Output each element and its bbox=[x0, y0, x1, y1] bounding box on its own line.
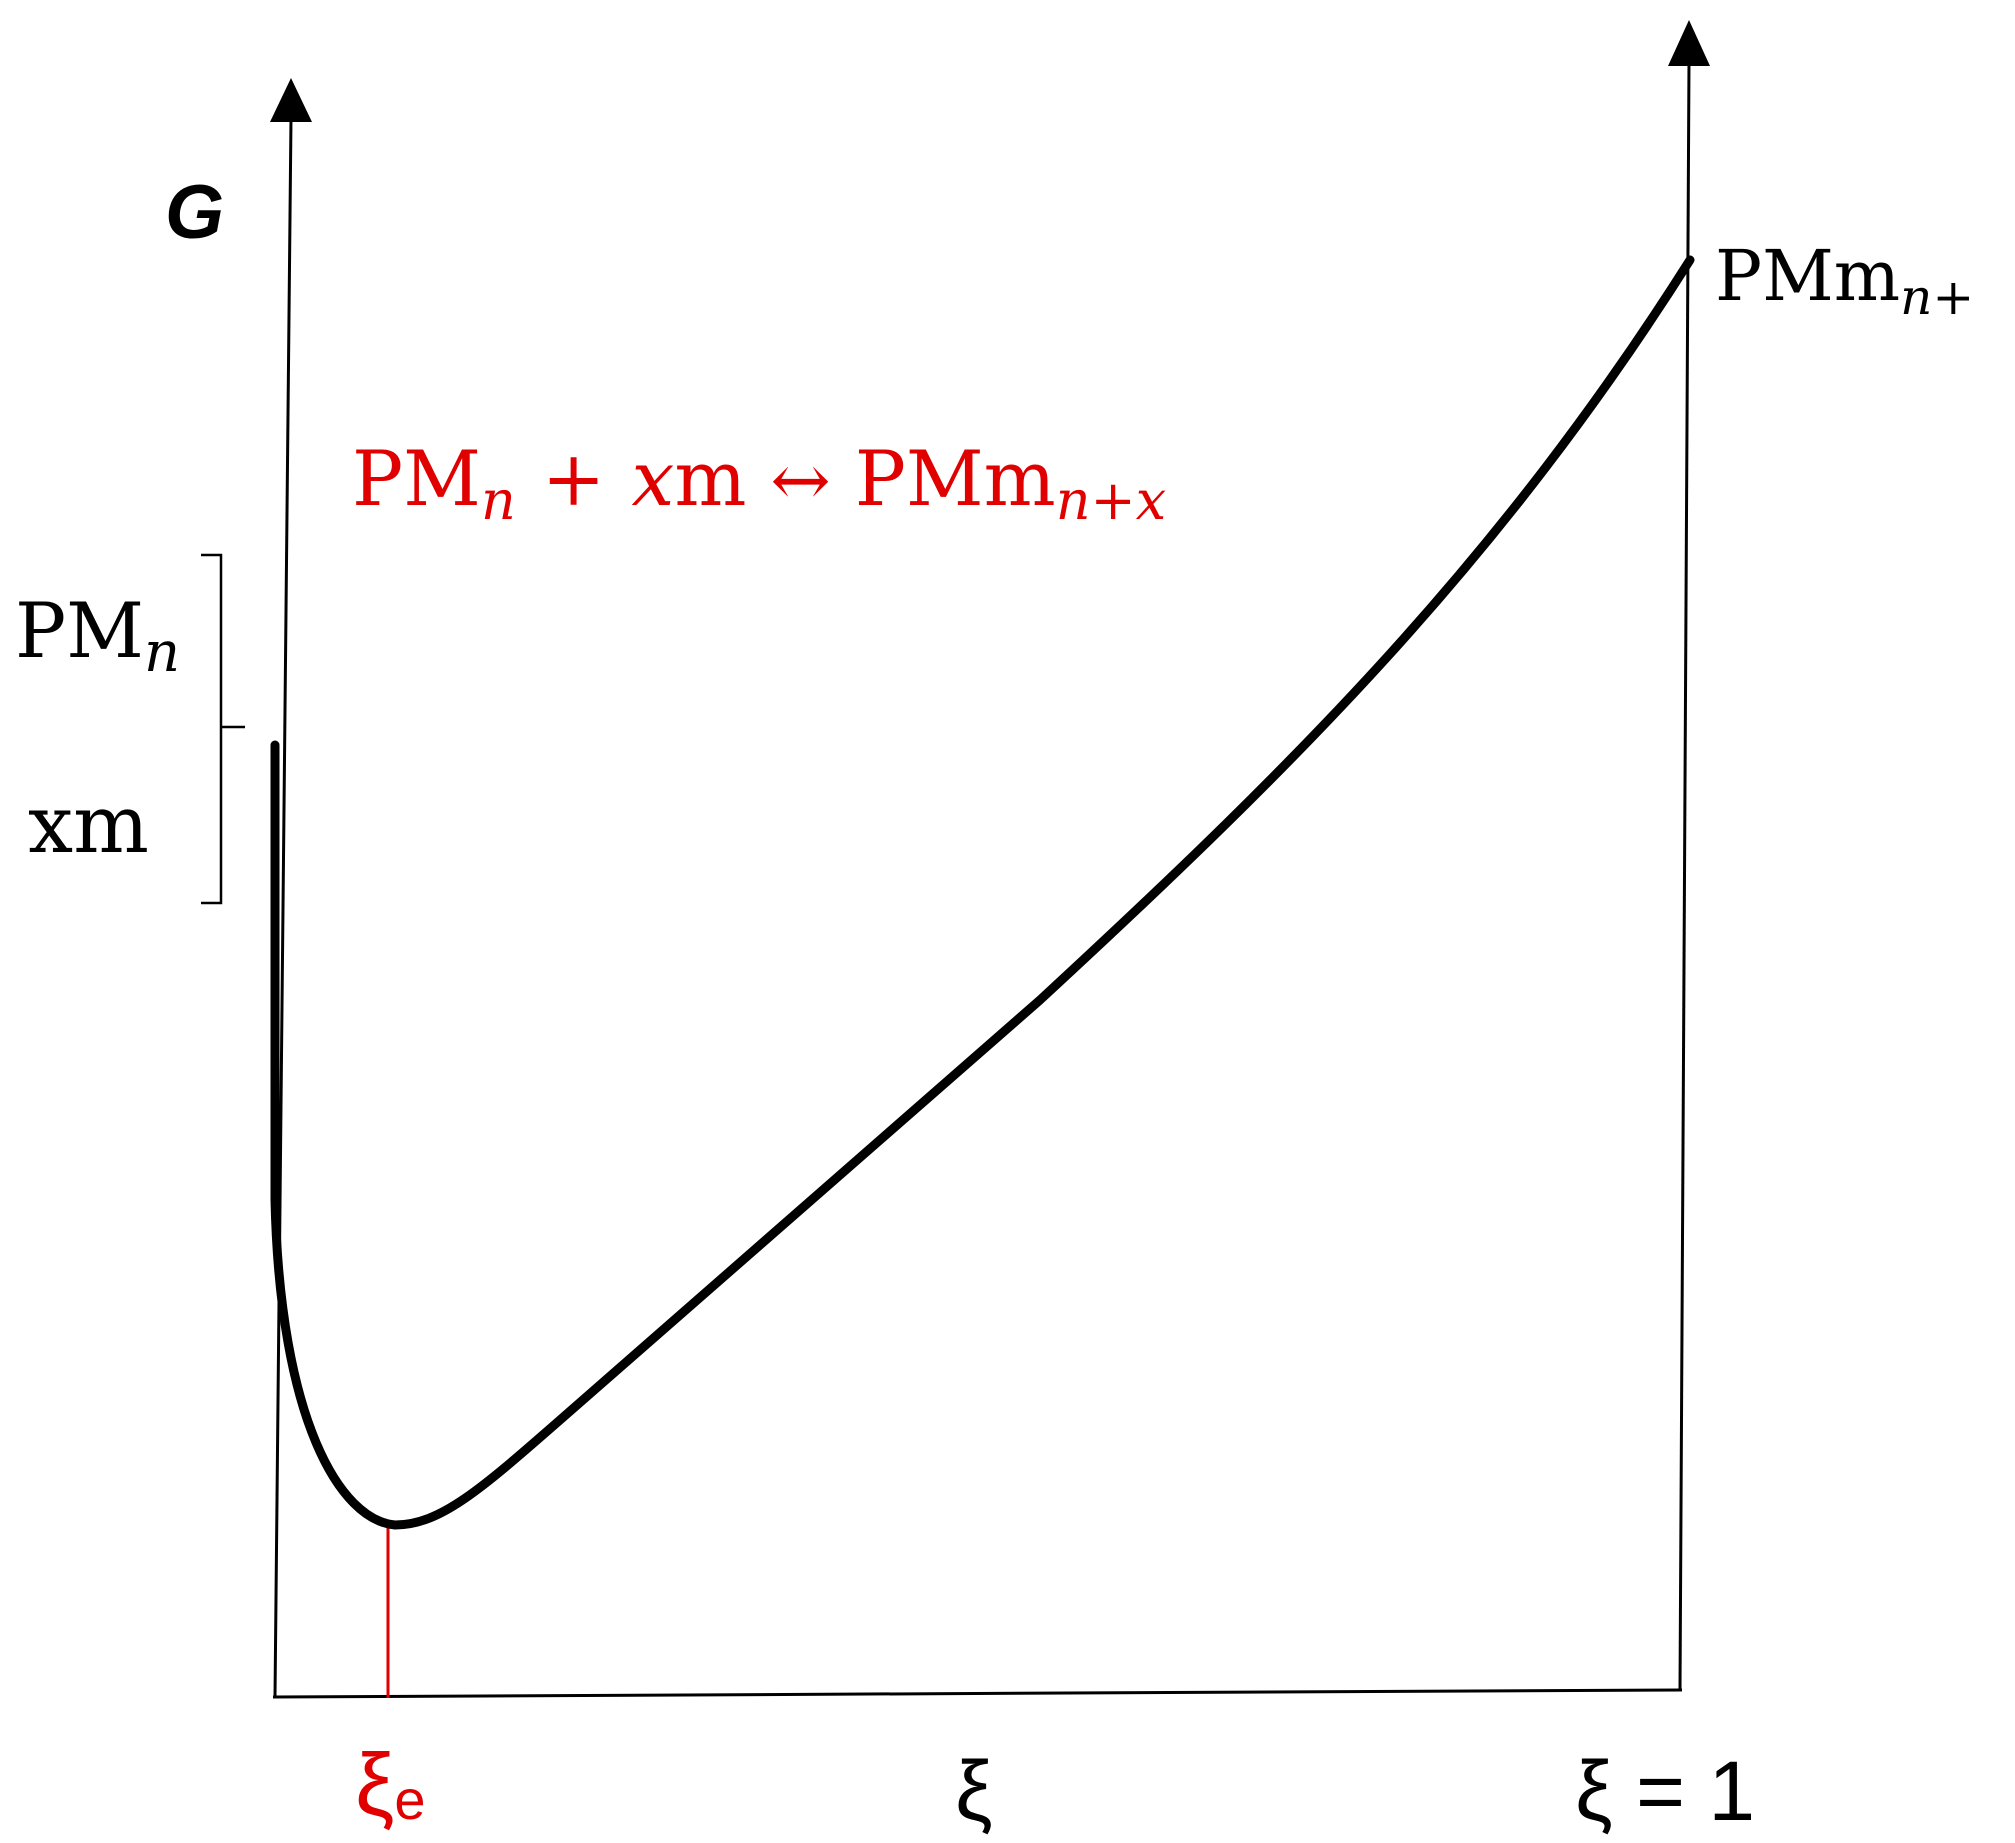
right-y-axis-arrowhead bbox=[1668, 20, 1710, 66]
left-bracket bbox=[201, 553, 245, 905]
equilibrium-label-sub: e bbox=[394, 1768, 425, 1831]
left-y-axis-arrowhead bbox=[270, 78, 312, 122]
x-end-label: ξ = 1 bbox=[1575, 1744, 1755, 1838]
x-axis bbox=[272, 1688, 1683, 1699]
equilibrium-arrow: ↔ bbox=[770, 438, 830, 522]
monomer-m: m bbox=[674, 434, 746, 523]
product-main: PMm bbox=[855, 434, 1056, 523]
stoich-x: x bbox=[631, 434, 674, 523]
right-label-product: PMmn+ bbox=[1715, 235, 1974, 326]
right-label-product-main: PMm bbox=[1715, 235, 1900, 317]
left-label-reactant-sub: n bbox=[144, 620, 180, 685]
plus-sign: + bbox=[542, 434, 606, 523]
product-sub: n+x bbox=[1056, 469, 1166, 532]
reactant-main: PM bbox=[352, 434, 481, 523]
left-label-monomer-text: xm bbox=[28, 778, 149, 871]
equilibrium-label-main: ξ bbox=[355, 1735, 394, 1834]
right-y-axis bbox=[1678, 61, 1691, 1691]
left-label-monomer: xm bbox=[28, 778, 149, 871]
reaction-equation: PMn + xm ↔ PMmn+x bbox=[352, 434, 1166, 532]
equilibrium-label: ξe bbox=[355, 1735, 426, 1834]
reactant-sub: n bbox=[481, 469, 516, 532]
x-axis-label: ξ bbox=[955, 1744, 993, 1838]
left-label-reactant: PMn bbox=[15, 586, 180, 685]
left-label-reactant-main: PM bbox=[15, 586, 144, 675]
right-label-product-sub: n+ bbox=[1900, 268, 1974, 326]
y-axis-label: G bbox=[165, 170, 224, 255]
left-y-axis bbox=[273, 117, 293, 1698]
gibbs-curve bbox=[270, 255, 1695, 1530]
